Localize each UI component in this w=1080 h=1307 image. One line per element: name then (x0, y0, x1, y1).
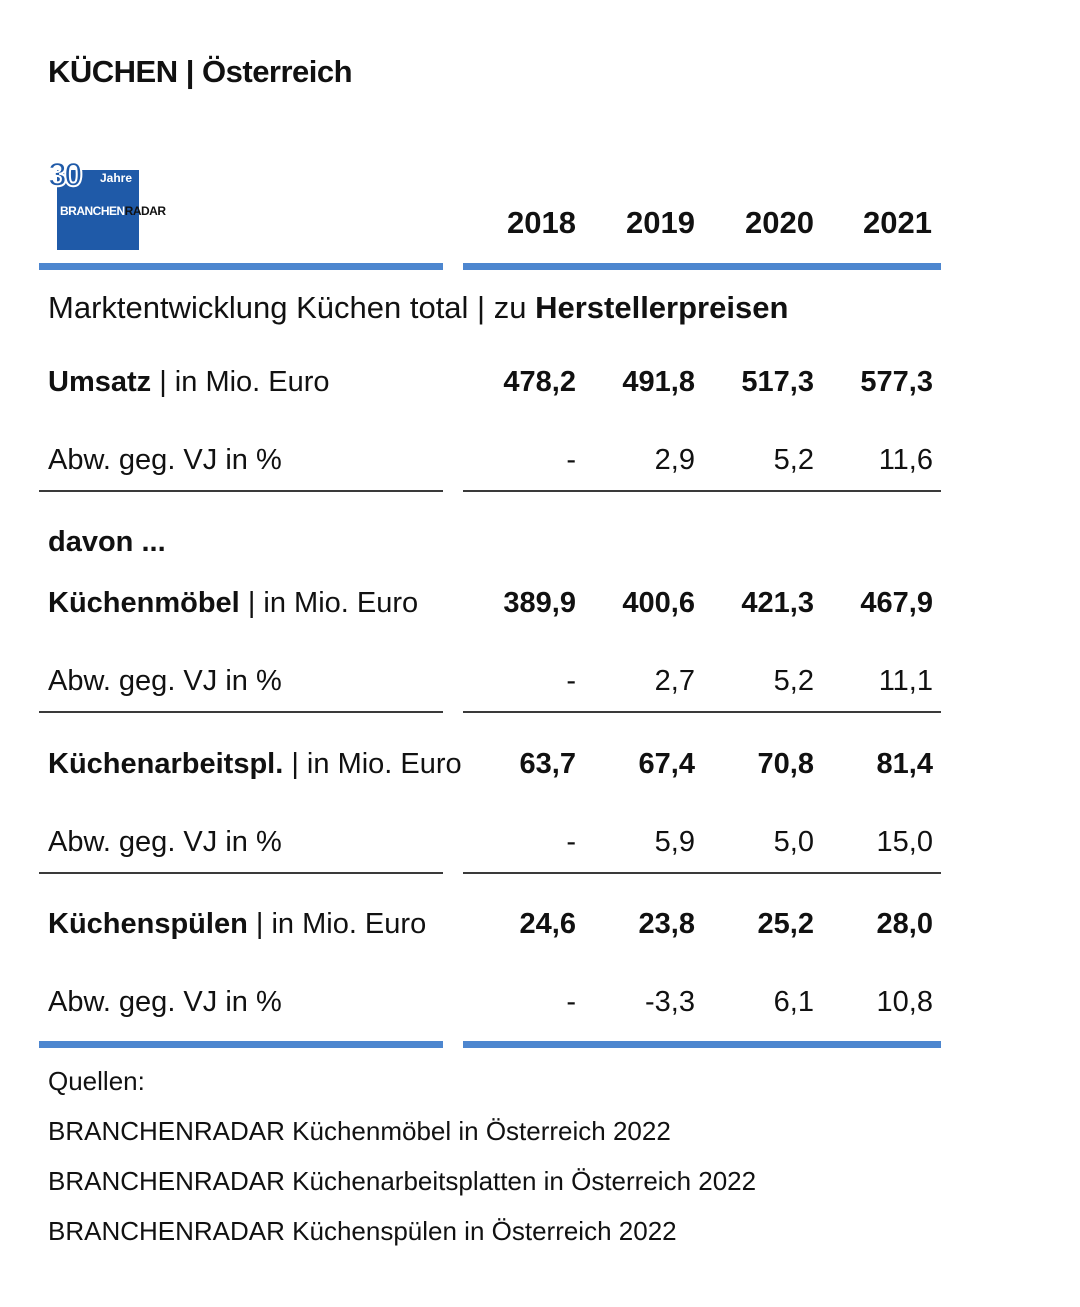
branchenradar-logo: 30 Jahre BRANCHENRADAR (47, 155, 198, 252)
change-cell: 5,2 (773, 444, 814, 476)
column-header: 2019 (626, 205, 695, 240)
logo-brand: BRANCHENRADAR (60, 204, 166, 218)
row-unit: | in Mio. Euro (291, 748, 462, 780)
row-name: Umsatz (48, 366, 152, 398)
column-header: 2020 (745, 205, 814, 240)
change-cell: - (566, 986, 576, 1018)
value-cell: 517,3 (741, 366, 814, 398)
row-unit: | in Mio. Euro (159, 366, 330, 398)
change-cell: 2,7 (654, 665, 695, 697)
page-title: KÜCHEN | Österreich (48, 54, 353, 89)
value-cell: 70,8 (757, 748, 814, 780)
section-prefix: Marktentwicklung Küchen total | zu (48, 290, 536, 325)
row-divider-left (39, 711, 443, 713)
change-cell: - (566, 444, 576, 476)
logo-jahre: Jahre (100, 171, 133, 185)
row-label: Küchenarbeitspl. | in Mio. Euro (48, 748, 462, 781)
header-divider-left (39, 263, 443, 270)
value-cell: 81,4 (876, 748, 933, 780)
section-bold: Herstellerpreisen (535, 290, 789, 325)
source-item: BRANCHENRADAR Küchenarbeitsplatten in Ös… (48, 1166, 757, 1196)
row-name: Küchenmöbel (48, 587, 240, 619)
value-cell: 577,3 (860, 366, 933, 398)
row-label: Küchenspülen | in Mio. Euro (48, 908, 426, 941)
change-label: Abw. geg. VJ in % (48, 826, 282, 858)
row-divider-right (463, 490, 941, 492)
change-cell: - (566, 826, 576, 858)
change-cell: 2,9 (654, 444, 695, 476)
row-divider-right (463, 872, 941, 874)
logo-brand-b: RADAR (124, 204, 166, 218)
change-cell: -3,3 (645, 986, 695, 1018)
row-label: Umsatz | in Mio. Euro (48, 366, 330, 399)
value-cell: 400,6 (622, 587, 695, 619)
change-cell: 11,6 (878, 444, 933, 476)
source-item: BRANCHENRADAR Küchenspülen in Österreich… (48, 1216, 677, 1246)
value-cell: 478,2 (503, 366, 576, 398)
change-cell: 5,9 (654, 826, 695, 858)
change-cell: 15,0 (876, 826, 933, 858)
value-cell: 491,8 (622, 366, 695, 398)
change-label: Abw. geg. VJ in % (48, 665, 282, 697)
row-divider-right (463, 711, 941, 713)
logo-number: 30 (47, 155, 84, 195)
column-header: 2018 (507, 205, 576, 240)
row-unit: | in Mio. Euro (247, 587, 419, 619)
footer-divider-left (39, 1041, 443, 1048)
sources-label: Quellen: (48, 1066, 145, 1096)
value-cell: 28,0 (876, 908, 933, 940)
row-name: Küchenarbeitspl. (48, 748, 284, 780)
value-cell: 67,4 (638, 748, 695, 780)
value-cell: 24,6 (519, 908, 576, 940)
value-cell: 25,2 (757, 908, 814, 940)
row-name: Küchenspülen (48, 908, 248, 940)
row-divider-left (39, 490, 443, 492)
row-divider-left (39, 872, 443, 874)
change-label: Abw. geg. VJ in % (48, 444, 282, 476)
row-unit: | in Mio. Euro (255, 908, 427, 940)
value-cell: 421,3 (741, 587, 814, 619)
section-title: Marktentwicklung Küchen total | zu Herst… (48, 290, 788, 326)
value-cell: 63,7 (519, 748, 576, 780)
column-header: 2021 (863, 205, 932, 240)
logo-square (57, 170, 139, 250)
change-cell: 5,2 (773, 665, 814, 697)
change-cell: 11,1 (878, 665, 933, 697)
davon-label: davon ... (48, 526, 166, 558)
change-cell: 5,0 (773, 826, 814, 858)
value-cell: 389,9 (503, 587, 576, 619)
change-label: Abw. geg. VJ in % (48, 986, 282, 1018)
footer-divider-right (463, 1041, 941, 1048)
row-label: Küchenmöbel | in Mio. Euro (48, 587, 418, 620)
source-item: BRANCHENRADAR Küchenmöbel in Österreich … (48, 1116, 671, 1146)
logo-brand-a: BRANCHEN (60, 204, 125, 218)
change-cell: 6,1 (773, 986, 814, 1018)
change-cell: 10,8 (876, 986, 933, 1018)
change-cell: - (566, 665, 576, 697)
value-cell: 467,9 (860, 587, 933, 619)
value-cell: 23,8 (638, 908, 695, 940)
header-divider-right (463, 263, 941, 270)
